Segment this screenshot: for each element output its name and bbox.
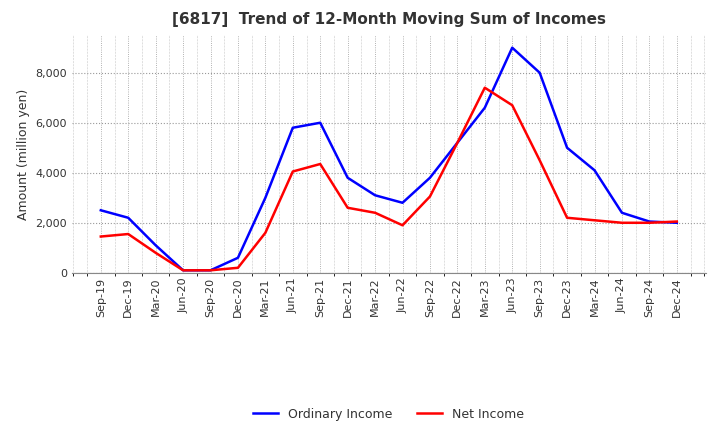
Net Income [316,161,325,167]
Ordinary Income [96,208,105,213]
Legend: Ordinary Income, Net Income: Ordinary Income, Net Income [248,403,529,425]
Ordinary Income [289,125,297,130]
Net Income [398,223,407,228]
Net Income [179,268,187,273]
Net Income [645,220,654,225]
Ordinary Income [151,242,160,248]
Ordinary Income [590,168,599,173]
Ordinary Income [316,120,325,125]
Ordinary Income [233,255,242,260]
Net Income [371,210,379,216]
Ordinary Income [124,215,132,220]
Line: Ordinary Income: Ordinary Income [101,48,677,270]
Ordinary Income [645,219,654,224]
Net Income [289,169,297,174]
Ordinary Income [536,70,544,75]
Line: Net Income: Net Income [101,88,677,270]
Ordinary Income [426,175,434,180]
Y-axis label: Amount (million yen): Amount (million yen) [17,88,30,220]
Ordinary Income [453,140,462,145]
Net Income [536,158,544,163]
Ordinary Income [261,195,270,200]
Ordinary Income [179,268,187,273]
Net Income [343,205,352,210]
Net Income [233,265,242,271]
Net Income [618,220,626,225]
Ordinary Income [398,200,407,205]
Net Income [426,194,434,199]
Net Income [453,140,462,145]
Ordinary Income [480,105,489,110]
Net Income [590,218,599,223]
Ordinary Income [206,268,215,273]
Ordinary Income [343,175,352,180]
Net Income [508,103,516,108]
Net Income [124,231,132,237]
Net Income [480,85,489,90]
Net Income [672,219,681,224]
Ordinary Income [563,145,572,150]
Net Income [261,230,270,235]
Net Income [563,215,572,220]
Ordinary Income [618,210,626,216]
Net Income [151,250,160,256]
Ordinary Income [672,220,681,225]
Title: [6817]  Trend of 12-Month Moving Sum of Incomes: [6817] Trend of 12-Month Moving Sum of I… [172,12,606,27]
Net Income [96,234,105,239]
Ordinary Income [371,193,379,198]
Ordinary Income [508,45,516,50]
Net Income [206,268,215,273]
